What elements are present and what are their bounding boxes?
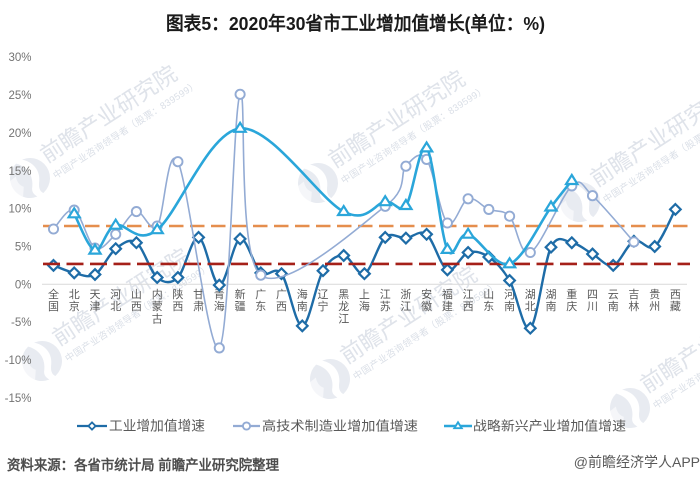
- svg-text:西: 西: [670, 289, 681, 301]
- svg-text:黑: 黑: [338, 288, 349, 301]
- svg-text:高技术制造业增加值增速: 高技术制造业增加值增速: [262, 419, 418, 434]
- svg-text:江: 江: [338, 312, 349, 325]
- svg-text:苏: 苏: [380, 300, 391, 313]
- svg-text:15%: 15%: [8, 166, 31, 178]
- svg-text:广: 广: [255, 288, 266, 301]
- svg-text:青: 青: [214, 288, 225, 301]
- svg-text:-15%: -15%: [5, 393, 32, 405]
- svg-text:国: 国: [48, 300, 59, 313]
- svg-text:西: 西: [172, 301, 183, 313]
- svg-text:北: 北: [69, 288, 80, 301]
- svg-text:四: 四: [587, 289, 598, 301]
- svg-text:战略新兴产业增加值增速: 战略新兴产业增加值增速: [473, 419, 626, 434]
- svg-text:山: 山: [131, 288, 142, 301]
- svg-text:全: 全: [48, 287, 59, 301]
- svg-text:-5%: -5%: [11, 317, 31, 329]
- svg-text:河: 河: [110, 288, 121, 301]
- svg-text:北: 北: [110, 300, 121, 313]
- svg-text:古: 古: [152, 312, 163, 325]
- svg-text:龙: 龙: [338, 300, 349, 313]
- svg-text:疆: 疆: [235, 300, 246, 313]
- svg-text:东: 东: [483, 300, 494, 313]
- svg-text:蒙: 蒙: [152, 300, 163, 313]
- svg-text:广: 广: [276, 288, 287, 301]
- svg-text:贵: 贵: [649, 288, 660, 301]
- svg-text:宁: 宁: [318, 299, 329, 313]
- svg-text:江: 江: [400, 300, 411, 313]
- svg-text:甘: 甘: [193, 288, 204, 301]
- svg-text:陕: 陕: [172, 287, 183, 301]
- svg-text:20%: 20%: [8, 128, 31, 140]
- svg-text:@前瞻经济学人APP: @前瞻经济学人APP: [574, 454, 700, 470]
- svg-text:建: 建: [442, 299, 453, 313]
- svg-text:西: 西: [131, 301, 142, 313]
- svg-text:川: 川: [587, 301, 598, 313]
- svg-text:内: 内: [152, 287, 163, 301]
- svg-text:庆: 庆: [566, 299, 577, 313]
- svg-text:州: 州: [649, 301, 660, 313]
- svg-text:浙: 浙: [400, 288, 411, 301]
- svg-text:天: 天: [90, 289, 101, 301]
- svg-text:工业增加值增速: 工业增加值增速: [109, 419, 205, 434]
- svg-text:江: 江: [463, 288, 474, 301]
- svg-text:5%: 5%: [15, 242, 32, 254]
- svg-text:0%: 0%: [15, 279, 32, 291]
- svg-text:安: 安: [421, 287, 432, 301]
- svg-text:江: 江: [380, 288, 391, 301]
- svg-text:资料来源：各省市统计局 前瞻产业研究院整理: 资料来源：各省市统计局 前瞻产业研究院整理: [7, 457, 279, 473]
- svg-text:西: 西: [463, 301, 474, 313]
- svg-text:海: 海: [359, 299, 370, 313]
- svg-text:藏: 藏: [670, 300, 681, 313]
- svg-text:-10%: -10%: [5, 355, 32, 367]
- svg-text:南: 南: [297, 300, 308, 313]
- svg-text:东: 东: [255, 300, 266, 313]
- svg-text:肃: 肃: [193, 300, 204, 313]
- svg-text:吉: 吉: [628, 288, 639, 301]
- svg-text:湖: 湖: [546, 288, 557, 301]
- svg-text:津: 津: [90, 300, 101, 313]
- svg-text:山: 山: [483, 288, 494, 301]
- svg-text:京: 京: [69, 299, 80, 313]
- svg-text:海: 海: [214, 299, 225, 313]
- svg-text:图表5：2020年30省市工业增加值增长(单位：%): 图表5：2020年30省市工业增加值增长(单位：%): [166, 13, 545, 34]
- svg-text:西: 西: [276, 301, 287, 313]
- svg-text:徽: 徽: [421, 299, 432, 313]
- svg-text:云: 云: [608, 289, 619, 301]
- svg-text:新: 新: [235, 287, 246, 301]
- svg-text:北: 北: [525, 300, 536, 313]
- svg-text:湖: 湖: [525, 288, 536, 301]
- svg-text:辽: 辽: [318, 288, 329, 301]
- svg-text:南: 南: [546, 300, 557, 313]
- svg-text:林: 林: [628, 299, 639, 313]
- svg-text:上: 上: [359, 288, 370, 301]
- svg-text:南: 南: [608, 300, 619, 313]
- svg-text:重: 重: [566, 287, 577, 301]
- svg-text:10%: 10%: [8, 204, 31, 216]
- svg-text:福: 福: [442, 287, 453, 301]
- svg-text:河: 河: [504, 288, 515, 301]
- svg-text:海: 海: [297, 287, 308, 301]
- svg-text:南: 南: [504, 300, 515, 313]
- svg-text:30%: 30%: [8, 52, 31, 64]
- svg-text:25%: 25%: [8, 90, 31, 102]
